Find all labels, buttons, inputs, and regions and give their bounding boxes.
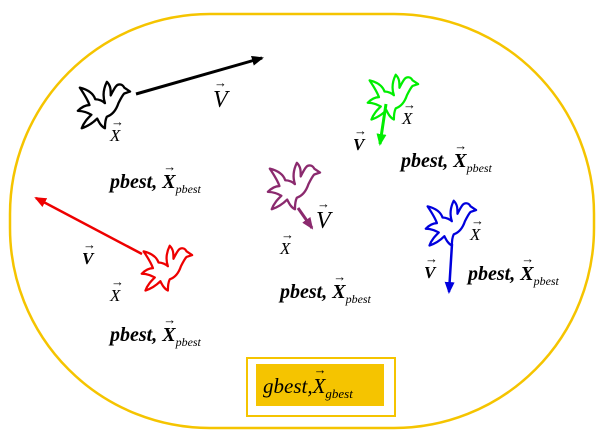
pbest-label-black: pbest, Xpbest [110, 160, 201, 195]
velocity-arrow-green [376, 103, 388, 146]
bird-icon [424, 199, 478, 247]
velocity-arrow-purple [296, 207, 314, 230]
position-label-blue: X [470, 214, 485, 243]
pbest-label-red: pbest, Xpbest [110, 313, 201, 348]
velocity-arrow-black [135, 55, 264, 96]
pbest-label-green: pbest, Xpbest [401, 139, 492, 174]
velocity-label-purple: V [316, 197, 331, 233]
bird-icon [266, 161, 322, 211]
position-label-purple: X [280, 228, 295, 257]
position-label-green: X [402, 98, 417, 127]
bird-icon [140, 244, 194, 292]
swarm-boundary [8, 12, 596, 430]
velocity-label-red: V [82, 238, 96, 267]
pbest-label-purple: pbest, Xpbest [280, 270, 371, 305]
position-label-black: X [110, 115, 125, 144]
velocity-label-black: V [213, 76, 228, 112]
pbest-label-blue: pbest, Xpbest [468, 252, 559, 287]
position-label-red: X [110, 275, 125, 304]
velocity-label-green: V [353, 124, 367, 153]
gbest-label: gbest,Xgbest [263, 362, 353, 401]
velocity-arrow-blue [444, 243, 455, 294]
velocity-label-blue: V [424, 252, 438, 281]
velocity-arrow-red [34, 196, 143, 256]
